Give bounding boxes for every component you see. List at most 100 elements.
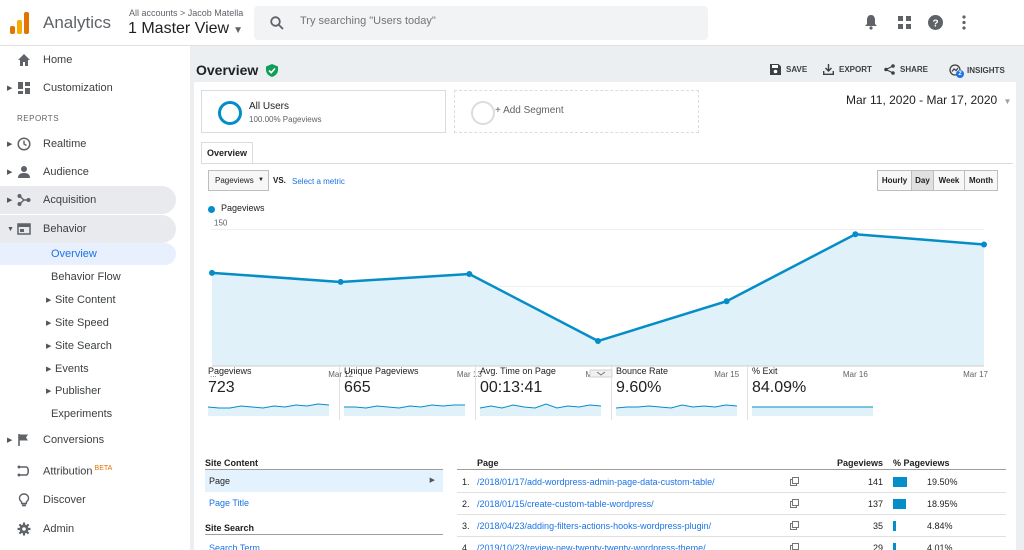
search-box[interactable] [254,6,708,40]
sidebar-item-discover[interactable]: Discover [0,486,176,514]
lightbulb-icon [18,493,30,507]
open-page-icon[interactable] [790,499,799,510]
empty-segment-circle-icon [471,101,495,125]
open-page-icon[interactable] [790,477,799,488]
sidebar-subitem-publisher[interactable]: ▶ Publisher [0,380,176,402]
sidebar-subitem-label: Site Search [55,340,112,352]
sidebar-item-customization[interactable]: ▶ Customization [0,74,176,102]
site-content-page-item[interactable]: Page ▶ [205,470,443,492]
row-number: 1. [462,477,470,487]
behavior-icon [17,223,31,235]
sidebar-subitem-label: Site Content [55,294,116,306]
export-button[interactable]: EXPORT [823,64,872,75]
sidebar-subitem-experiments[interactable]: Experiments [0,403,176,425]
scorecard-title: Pageviews [208,366,252,376]
sidebar-item-behavior[interactable]: ▼ Behavior [0,215,176,243]
sidebar-item-label: Audience [43,166,89,178]
apps-grid-icon[interactable] [898,16,911,29]
sidebar-subitem-behavior-flow[interactable]: Behavior Flow [0,266,176,288]
collapse-arrow-icon: ▼ [7,225,14,233]
sidebar-item-admin[interactable]: Admin [0,515,176,543]
granularity-hourly-button[interactable]: Hourly [877,170,912,191]
sidebar-item-audience[interactable]: ▶ Audience [0,158,176,186]
sidebar-item-label: Admin [43,523,75,535]
vs-label: VS. [273,176,286,185]
date-range-picker[interactable]: Mar 11, 2020 - Mar 17, 2020 ▼ [846,93,1011,107]
column-header-pageviews[interactable]: Pageviews [837,458,884,468]
scorecard-title: Unique Pageviews [344,366,419,376]
site-search-header: Site Search [205,523,255,533]
gear-icon [17,522,31,536]
scorecard[interactable]: Bounce Rate 9.60% [616,364,746,424]
top-bar: Analytics All accounts > Jacob Matella 1… [0,0,1024,46]
site-content-page-title-item[interactable]: Page Title [209,498,250,508]
add-segment-button[interactable]: + Add Segment [454,90,699,133]
table-row: 3. /2018/04/23/adding-filters-actions-hoo… [457,515,1006,537]
sidebar-subitem-label: Site Speed [55,317,109,329]
insights-icon: 2 [949,64,964,78]
view-selector[interactable]: 1 Master View ▼ [128,20,243,38]
data-point [209,269,215,276]
granularity-month-button[interactable]: Month [964,170,998,191]
save-icon [770,64,781,75]
metric-dropdown[interactable]: Pageviews ▼ [208,170,269,191]
sidebar-subitem-label: Events [55,363,89,375]
page-link[interactable]: /2018/04/23/adding-filters-actions-hooks… [477,521,712,531]
scorecard-value: 665 [344,379,371,396]
page-link[interactable]: /2018/01/17/add-wordpress-admin-page-dat… [477,477,715,487]
add-segment-label: + Add Segment [495,105,564,116]
chevron-down-icon: ▼ [258,177,264,183]
expand-arrow-icon: ▶ [46,297,52,304]
scorecard-divider [339,364,340,420]
table-row: 4. /2019/10/23/review-new-twenty-twenty-w… [457,537,1006,550]
section-divider [205,534,443,535]
scorecard[interactable]: Unique Pageviews 665 [344,364,474,424]
help-icon[interactable]: ? [928,15,943,30]
data-point [466,270,473,277]
metric-dropdown-value: Pageviews [215,176,254,185]
search-input[interactable] [300,15,680,27]
sidebar-subitem-site-search[interactable]: ▶ Site Search [0,335,176,357]
open-page-icon[interactable] [790,521,799,532]
sidebar-subitem-overview[interactable]: Overview [0,243,176,265]
sidebar-item-realtime[interactable]: ▶ Realtime [0,130,176,158]
sidebar-item-home[interactable]: Home [0,46,176,74]
sidebar-subitem-site-content[interactable]: ▶ Site Content [0,289,176,311]
page-link[interactable]: /2019/10/23/review-new-twenty-twenty-wor… [477,543,706,550]
sidebar-item-attribution[interactable]: Attribution BETA [0,457,176,485]
expand-arrow-icon: ▶ [7,169,13,176]
more-vert-icon[interactable] [962,15,966,30]
sidebar-item-acquisition[interactable]: ▶ Acquisition [0,186,176,214]
sidebar-item-conversions[interactable]: ▶ Conversions [0,426,176,454]
scorecard[interactable]: Avg. Time on Page 00:13:41 [480,364,610,424]
attribution-icon [17,465,30,477]
site-search-term-item[interactable]: Search Term [209,543,260,550]
save-button[interactable]: SAVE [770,64,807,75]
share-button[interactable]: SHARE [884,64,928,75]
page-link[interactable]: /2018/01/15/create-custom-table-wordpres… [477,499,654,509]
insights-button[interactable]: 2 INSIGHTS [949,64,1005,78]
table-row: 1. /2018/01/17/add-wordpress-admin-page-d… [457,471,1006,493]
x-tick-label: Mar 15 [714,370,739,379]
column-header-page[interactable]: Page [477,458,499,468]
tab-overview[interactable]: Overview [201,142,253,164]
scorecard[interactable]: % Exit 84.09% [752,364,882,424]
column-header-pct-pageviews[interactable]: % Pageviews [893,458,950,468]
granularity-day-button[interactable]: Day [911,170,934,191]
bell-icon[interactable] [864,14,878,30]
segment-all-users[interactable]: All Users 100.00% Pageviews [201,90,446,133]
scorecard[interactable]: Pageviews 723 [208,364,338,424]
sidebar-subitem-site-speed[interactable]: ▶ Site Speed [0,312,176,334]
sidebar-subitem-events[interactable]: ▶ Events [0,358,176,380]
pageviews-cell: 141 [867,477,883,487]
open-page-icon[interactable] [790,543,799,550]
account-breadcrumb[interactable]: All accounts > Jacob Matella [129,8,244,18]
analytics-logo-icon[interactable] [10,12,30,34]
x-tick-label: Mar 12 [328,370,353,379]
x-tick-label: Mar 16 [843,370,868,379]
granularity-week-button[interactable]: Week [933,170,965,191]
pct-bar [893,521,896,531]
select-metric-link[interactable]: Select a metric [292,177,345,186]
export-icon [823,64,834,75]
